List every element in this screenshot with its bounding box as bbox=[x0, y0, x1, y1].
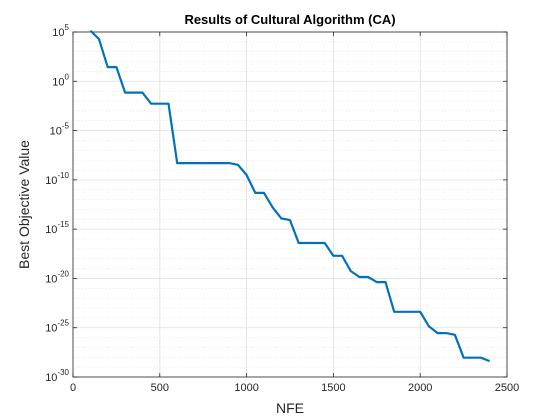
x-tick-label: 500 bbox=[151, 382, 169, 394]
x-tick-label: 2000 bbox=[408, 382, 432, 394]
x-axis-label: NFE bbox=[276, 400, 304, 416]
y-tick-label: 10-10 bbox=[45, 171, 69, 187]
y-tick-label: 10-20 bbox=[45, 269, 69, 285]
y-tick-label: 10-25 bbox=[45, 319, 69, 335]
y-axis-ticks: 105 100 10-5 10-10 10-15 10-20 10-25 10-30 bbox=[45, 23, 507, 384]
y-axis-label: Best Objective Value bbox=[16, 140, 32, 269]
chart-title: Results of Cultural Algorithm (CA) bbox=[184, 12, 395, 27]
y-tick-label: 100 bbox=[52, 72, 69, 88]
y-tick-label: 10-30 bbox=[45, 368, 69, 384]
minor-grid bbox=[73, 41, 507, 368]
x-tick-label: 0 bbox=[70, 382, 76, 394]
x-tick-label: 1500 bbox=[321, 382, 345, 394]
plot-frame bbox=[72, 31, 508, 378]
y-tick-label: 10-5 bbox=[50, 122, 70, 138]
plot-background bbox=[73, 32, 507, 377]
x-tick-label: 1000 bbox=[234, 382, 258, 394]
y-tick-label: 105 bbox=[52, 23, 69, 39]
y-tick-label: 10-15 bbox=[45, 220, 69, 236]
series-line bbox=[89, 29, 491, 363]
x-axis-ticks: 0 500 1000 1500 2000 2500 bbox=[70, 32, 519, 394]
x-tick-label: 2500 bbox=[495, 382, 519, 394]
